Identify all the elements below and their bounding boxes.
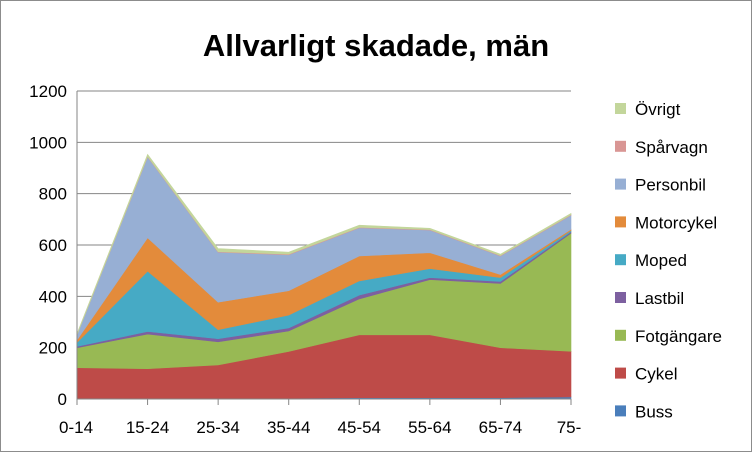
y-tick-label: 1000 bbox=[29, 133, 67, 152]
y-tick-label: 0 bbox=[58, 390, 67, 409]
x-tick-label: 15-24 bbox=[126, 418, 169, 437]
x-tick-label: 0-14 bbox=[59, 418, 93, 437]
y-tick-label: 600 bbox=[39, 236, 67, 255]
y-tick-label: 800 bbox=[39, 185, 67, 204]
legend-label-personbil: Personbil bbox=[635, 176, 706, 195]
legend-label-lastbil: Lastbil bbox=[635, 289, 684, 308]
x-tick-label: 35-44 bbox=[267, 418, 310, 437]
y-tick-label: 400 bbox=[39, 287, 67, 306]
chart-title: Allvarligt skadade, män bbox=[203, 28, 549, 63]
legend-label-cykel: Cykel bbox=[635, 365, 678, 384]
legend-swatch-personbil bbox=[615, 178, 626, 190]
legend-swatch-ovrigt bbox=[615, 103, 626, 114]
legend-swatch-moped bbox=[615, 254, 626, 266]
legend-label-sparvagn: Spårvagn bbox=[635, 138, 708, 157]
legend-label-moped: Moped bbox=[635, 251, 687, 270]
legend-swatch-sparvagn bbox=[615, 140, 626, 152]
y-tick-label: 1200 bbox=[29, 82, 67, 101]
y-tick-label: 200 bbox=[39, 339, 67, 358]
legend-label-motorcykel: Motorcykel bbox=[635, 213, 717, 232]
x-tick-label: 75- bbox=[557, 418, 582, 437]
x-tick-label: 45-54 bbox=[338, 418, 381, 437]
legend-label-ovrigt: Övrigt bbox=[635, 100, 681, 119]
axes: 0 200 400 600 800 1000 1200 0-14 15-24 25-34 35-44… bbox=[29, 82, 581, 437]
x-tick-label: 25-34 bbox=[196, 418, 239, 437]
area-series bbox=[76, 153, 572, 400]
legend-label-fotgangare: Fotgängare bbox=[635, 327, 722, 346]
legend-swatch-fotgangare bbox=[615, 329, 626, 341]
legend-swatch-buss bbox=[615, 405, 626, 417]
x-tick-label: 65-74 bbox=[479, 418, 522, 437]
area-ovrigt bbox=[76, 153, 572, 335]
legend-label-buss: Buss bbox=[635, 402, 673, 421]
legend-swatch-motorcykel bbox=[615, 216, 626, 228]
x-tick-label: 55-64 bbox=[408, 418, 451, 437]
legend-swatch-lastbil bbox=[615, 292, 626, 303]
legend-swatch-cykel bbox=[615, 367, 626, 379]
legend: Övrigt Spårvagn Personbil Motorcykel Moped La… bbox=[615, 100, 722, 421]
